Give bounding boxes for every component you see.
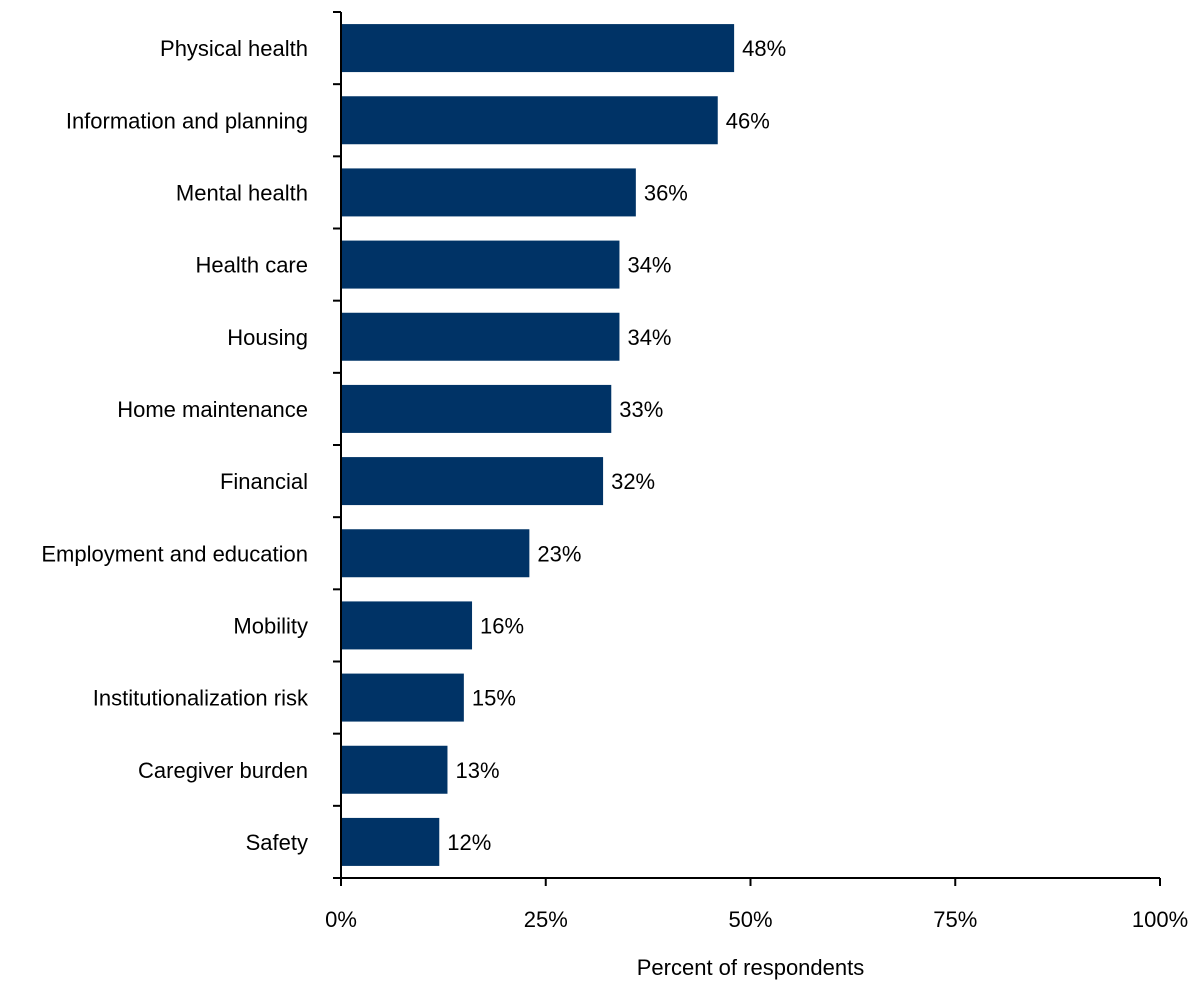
category-label: Institutionalization risk bbox=[93, 686, 309, 711]
category-label: Health care bbox=[195, 253, 308, 278]
category-label: Information and planning bbox=[66, 108, 308, 133]
bar bbox=[341, 529, 530, 578]
value-label: 46% bbox=[726, 108, 770, 133]
category-label: Mental health bbox=[176, 180, 308, 205]
value-label: 48% bbox=[742, 36, 786, 61]
category-label: Caregiver burden bbox=[138, 758, 308, 783]
bar bbox=[341, 312, 620, 361]
value-label: 33% bbox=[619, 397, 663, 422]
category-label: Physical health bbox=[160, 36, 308, 61]
x-axis-title: Percent of respondents bbox=[637, 955, 864, 980]
category-label: Home maintenance bbox=[117, 397, 308, 422]
bar bbox=[341, 673, 464, 722]
category-label: Employment and education bbox=[41, 541, 308, 566]
value-label: 34% bbox=[627, 253, 671, 278]
value-label: 32% bbox=[611, 469, 655, 494]
bar bbox=[341, 457, 604, 506]
value-label: 15% bbox=[472, 686, 516, 711]
bar bbox=[341, 601, 473, 650]
axes-group bbox=[333, 11, 1160, 879]
bar bbox=[341, 384, 612, 433]
bar bbox=[341, 817, 440, 866]
bar bbox=[341, 240, 620, 289]
category-label: Mobility bbox=[233, 613, 308, 638]
value-label: 13% bbox=[455, 758, 499, 783]
bars-group bbox=[341, 24, 735, 866]
x-ticks-group: 0% 25% 50% 75% 100% bbox=[325, 878, 1188, 932]
value-label: 36% bbox=[644, 180, 688, 205]
value-label: 16% bbox=[480, 613, 524, 638]
x-tick-label: 50% bbox=[728, 907, 772, 932]
category-label: Financial bbox=[220, 469, 308, 494]
value-label: 34% bbox=[627, 325, 671, 350]
bar bbox=[341, 745, 448, 794]
x-tick-label: 75% bbox=[933, 907, 977, 932]
x-tick-label: 0% bbox=[325, 907, 357, 932]
x-tick-label: 100% bbox=[1132, 907, 1188, 932]
category-labels-group: Physical health Information and planning M… bbox=[41, 36, 309, 855]
x-tick-label: 25% bbox=[524, 907, 568, 932]
bar bbox=[341, 96, 718, 145]
value-label: 12% bbox=[447, 830, 491, 855]
value-label: 23% bbox=[537, 541, 581, 566]
category-label: Housing bbox=[227, 325, 308, 350]
bar bbox=[341, 24, 735, 73]
bar bbox=[341, 168, 636, 217]
category-label: Safety bbox=[246, 830, 308, 855]
value-labels-group: 48% 46% 36% 34% 34% 33% 32% 23% 16% 15% 13% 12% bbox=[447, 36, 786, 855]
